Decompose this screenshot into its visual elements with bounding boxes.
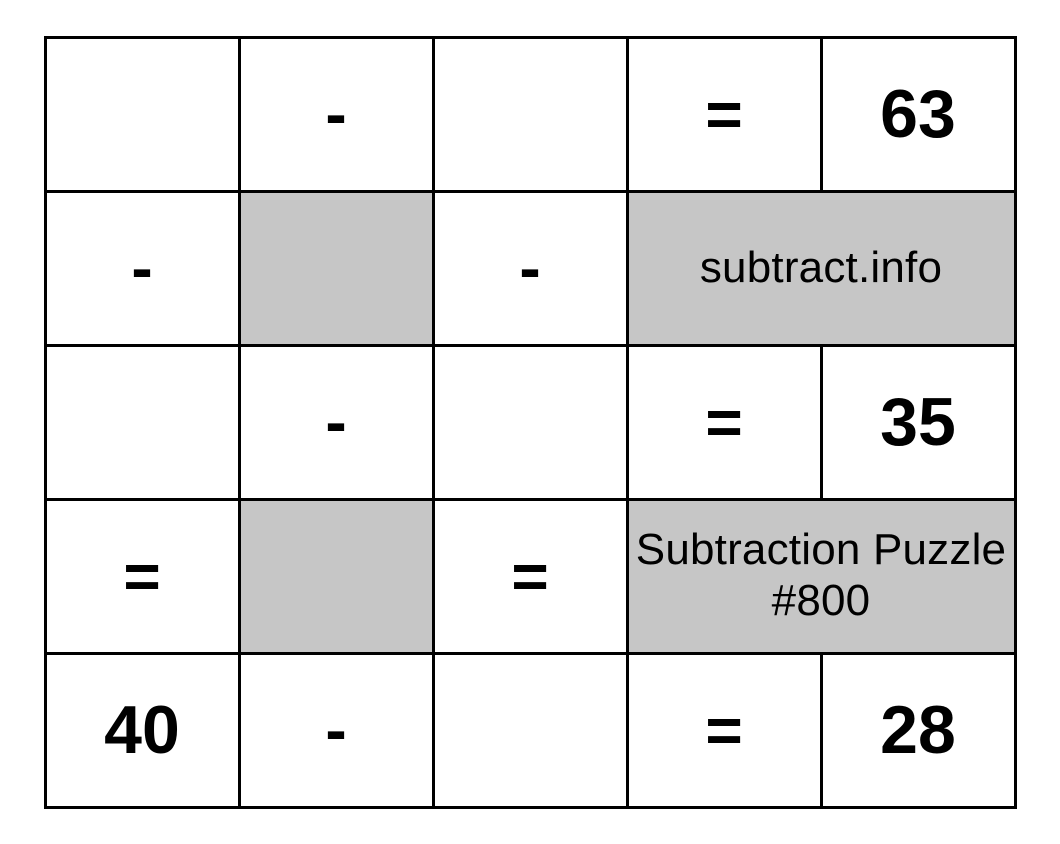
info-cell: Subtraction Puzzle #800	[627, 499, 1015, 653]
shaded-cell	[239, 191, 433, 345]
equals-sign: =	[511, 540, 548, 612]
given-cell: 40	[45, 653, 239, 807]
operator-cell: -	[433, 191, 627, 345]
minus-operator: -	[325, 78, 346, 150]
minus-operator: -	[519, 232, 540, 304]
blank-cell[interactable]	[433, 345, 627, 499]
puzzle-title: Subtraction Puzzle #800	[636, 525, 1006, 625]
operator-cell: -	[239, 37, 433, 191]
operator-cell: -	[45, 191, 239, 345]
cell-value: 63	[880, 76, 956, 152]
puzzle-row: - = 35	[45, 345, 1015, 499]
puzzle-container: - = 63 - - subtract.info - = 35 = = Subt…	[0, 0, 1060, 844]
equals-sign: =	[123, 540, 160, 612]
blank-cell[interactable]	[45, 37, 239, 191]
minus-operator: -	[325, 386, 346, 458]
minus-operator: -	[131, 232, 152, 304]
result-cell: 35	[821, 345, 1015, 499]
equals-cell: =	[627, 37, 821, 191]
blank-cell[interactable]	[433, 653, 627, 807]
cell-value: 35	[880, 384, 956, 460]
subtraction-puzzle-grid: - = 63 - - subtract.info - = 35 = = Subt…	[44, 36, 1017, 809]
blank-cell[interactable]	[433, 37, 627, 191]
cell-value: 28	[880, 692, 956, 768]
equals-cell: =	[433, 499, 627, 653]
site-label: subtract.info	[700, 243, 942, 292]
puzzle-row: - - subtract.info	[45, 191, 1015, 345]
puzzle-row: 40 - = 28	[45, 653, 1015, 807]
equals-sign: =	[705, 694, 742, 766]
equals-cell: =	[45, 499, 239, 653]
operator-cell: -	[239, 653, 433, 807]
puzzle-row: - = 63	[45, 37, 1015, 191]
info-cell: subtract.info	[627, 191, 1015, 345]
puzzle-row: = = Subtraction Puzzle #800	[45, 499, 1015, 653]
cell-value: 40	[104, 692, 180, 768]
equals-cell: =	[627, 345, 821, 499]
result-cell: 28	[821, 653, 1015, 807]
equals-sign: =	[705, 78, 742, 150]
shaded-cell	[239, 499, 433, 653]
blank-cell[interactable]	[45, 345, 239, 499]
operator-cell: -	[239, 345, 433, 499]
result-cell: 63	[821, 37, 1015, 191]
minus-operator: -	[325, 694, 346, 766]
equals-cell: =	[627, 653, 821, 807]
equals-sign: =	[705, 386, 742, 458]
